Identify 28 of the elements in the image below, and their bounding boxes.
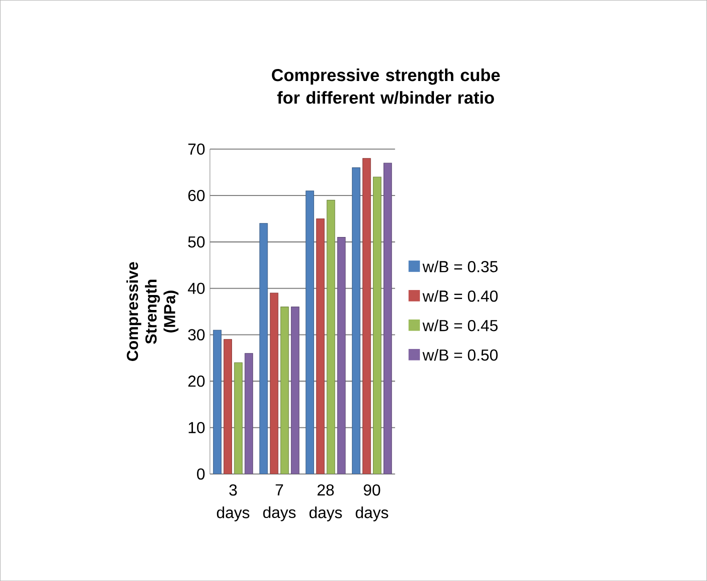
y-tick-label: 30 [188,329,205,340]
x-tick-label: 28 days [309,484,342,522]
x-tick-label: 90 days [356,484,388,522]
y-tick-label: 40 [188,282,205,294]
y-tick-label: 10 [188,422,205,434]
bar [270,292,278,474]
legend-label: w/B = 0.35 [422,260,498,272]
bar [290,306,300,474]
bar [213,330,222,474]
bar [362,158,371,474]
bar [306,190,314,474]
legend-label: w/B = 0.45 [422,319,498,332]
bar [316,218,325,474]
bar [234,362,243,474]
bar [372,176,382,474]
y-tick-label: 0 [197,468,205,480]
legend-label: w/B = 0.40 [422,290,498,302]
y-tick-label: 50 [188,236,205,248]
y-tick-label: 60 [188,190,205,202]
bar [224,339,232,474]
y-axis-title: Compressive Strength (MPa) [126,262,178,361]
chart-title: Compressive strength cube for different w/binder ratio [272,68,500,104]
y-tick-label: 70 [188,143,205,155]
x-tick-label: 7 days [263,484,296,522]
x-tick-label: 3 days [216,484,250,522]
y-tick-label: 20 [188,375,205,387]
legend-label: w/B = 0.50 [422,348,498,361]
bar [384,162,392,474]
